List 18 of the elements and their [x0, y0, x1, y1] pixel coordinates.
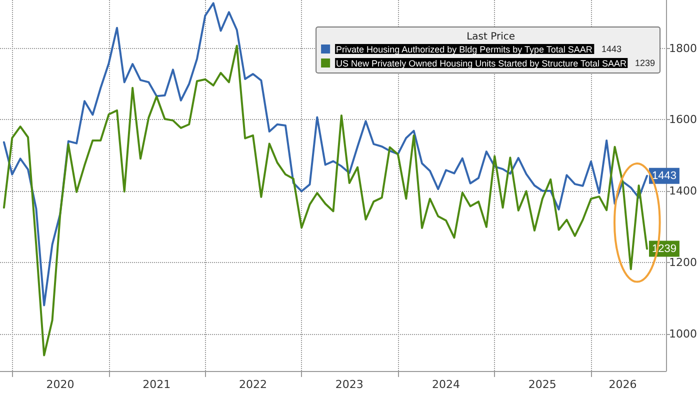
x-tick-label: 2024 [432, 378, 460, 391]
legend-label: Private Housing Authorized by Bldg Permits by Type Total SAAR [336, 44, 593, 54]
x-tick-label: 2023 [335, 378, 364, 391]
x-tick-label: 2021 [142, 378, 171, 391]
y-tick-label: 1400 [669, 184, 698, 198]
text: 1443 [601, 44, 622, 54]
legend-label: US New Privately Owned Housing Units Started by Structure Total SAAR [336, 58, 628, 68]
x-tick-label: 2026 [608, 378, 637, 391]
y-tick-label: 1800 [669, 42, 698, 55]
data-label: 1443 [652, 170, 676, 182]
y-tick-label: 1600 [669, 113, 698, 126]
x-tick-label: 2022 [238, 378, 267, 391]
text: 1239 [634, 58, 655, 68]
x-tick-label: 2025 [528, 378, 556, 391]
y-tick-label: 1000 [669, 328, 698, 341]
y-tick-label: 1200 [669, 256, 698, 270]
x-tick-label: 2020 [46, 378, 74, 391]
legend-title: Last Price [466, 32, 516, 42]
